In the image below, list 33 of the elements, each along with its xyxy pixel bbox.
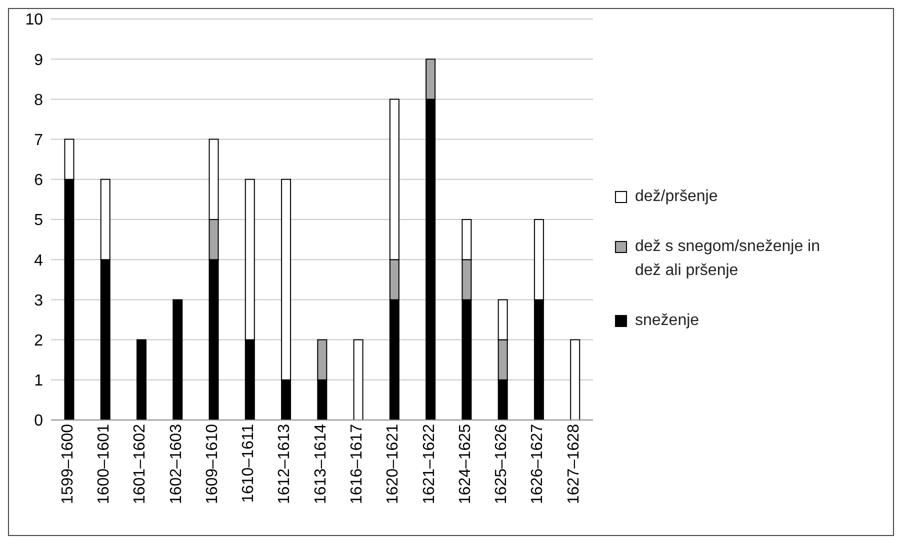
y-tick-label: 7 bbox=[34, 132, 44, 149]
x-tick-label: 1601–1602 bbox=[132, 424, 149, 504]
x-tick-label: 1599–1600 bbox=[59, 424, 76, 504]
x-tick-label: 1610–1611 bbox=[240, 424, 258, 503]
legend-label: dež s snegom/sneženje in dež ali pršenje bbox=[635, 237, 821, 281]
y-tick-label: 1 bbox=[34, 372, 44, 390]
bar bbox=[353, 339, 364, 420]
y-tick-label: 10 bbox=[25, 12, 44, 29]
x-tick-label: 1602–1603 bbox=[168, 424, 185, 504]
y-tick-label: 0 bbox=[34, 412, 44, 430]
y-tick-label: 5 bbox=[34, 212, 44, 230]
x-tick-label: 1625–1626 bbox=[493, 424, 510, 504]
x-tick-label: 1612–1613 bbox=[276, 424, 294, 504]
y-tick-label: 6 bbox=[34, 172, 44, 190]
y-tick-label: 8 bbox=[34, 92, 44, 109]
y-tick-label: 3 bbox=[34, 292, 44, 310]
x-tick-label: 1621–1622 bbox=[420, 424, 438, 504]
x-tick-label: 1600–1601 bbox=[96, 424, 113, 504]
x-tick-label: 1626–1627 bbox=[529, 424, 546, 504]
y-tick-label: 4 bbox=[34, 252, 44, 270]
legend-label: dež/pršenje bbox=[635, 187, 718, 207]
bar bbox=[136, 339, 146, 420]
x-tick-label: 1620–1621 bbox=[384, 424, 402, 504]
legend-label: sneženje bbox=[635, 311, 700, 331]
bar bbox=[570, 339, 580, 420]
x-tick-label: 1624–1625 bbox=[456, 424, 474, 504]
y-tick-label: 2 bbox=[34, 332, 44, 350]
x-tick-label: 1616–1617 bbox=[348, 424, 366, 504]
x-tick-label: 1613–1614 bbox=[312, 424, 330, 504]
y-tick-label: 9 bbox=[34, 52, 44, 69]
bar bbox=[172, 299, 183, 420]
x-tick-label: 1609–1610 bbox=[204, 424, 221, 504]
x-tick-label: 1627–1628 bbox=[565, 424, 582, 504]
